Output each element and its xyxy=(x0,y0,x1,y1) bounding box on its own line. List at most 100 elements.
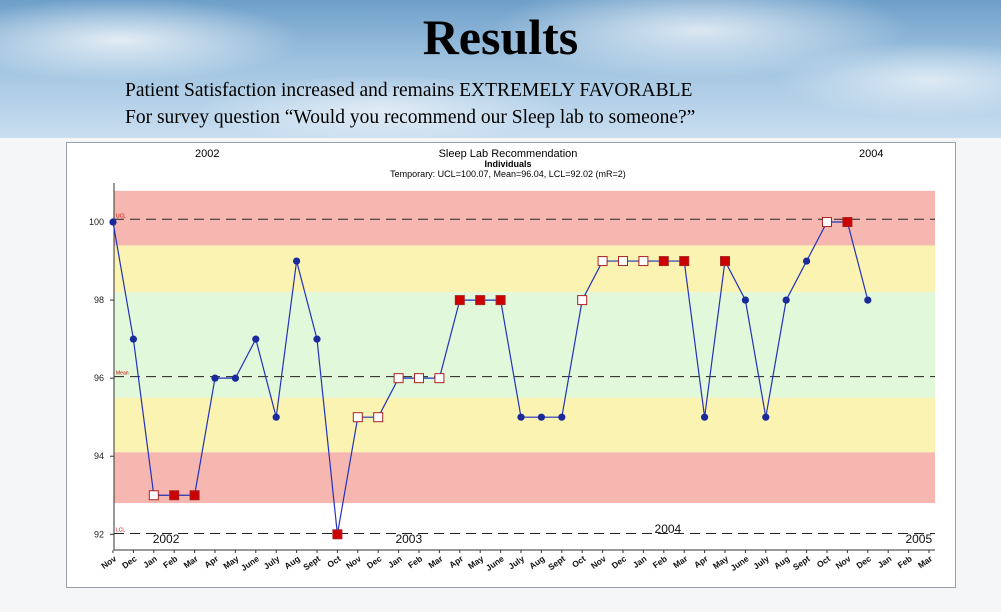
x-tick-label: Mar xyxy=(182,553,201,570)
zone-band xyxy=(114,397,935,453)
chart-note: Temporary: UCL=100.07, Mean=96.04, LCL=9… xyxy=(390,169,626,179)
data-point-open-square xyxy=(577,295,588,306)
y-tick-label: 96 xyxy=(94,373,104,383)
x-tick-label: June xyxy=(484,553,506,573)
year-label: 2005 xyxy=(905,532,932,546)
data-point xyxy=(211,374,219,382)
data-point-open-square xyxy=(638,256,649,267)
data-point-filled-square xyxy=(842,217,853,228)
x-tick-label: Mar xyxy=(671,553,690,570)
data-point xyxy=(701,413,709,421)
x-tick-label: Aug xyxy=(282,553,301,571)
zone-band xyxy=(114,452,935,504)
x-tick-label: Sept xyxy=(546,553,567,572)
x-tick-label: Apr xyxy=(447,553,465,570)
data-point-filled-square xyxy=(332,529,343,540)
slide-title: Results xyxy=(422,9,579,65)
data-point xyxy=(231,374,239,382)
data-point-open-square xyxy=(822,217,832,228)
x-tick-label: Oct xyxy=(570,553,587,569)
data-point-open-square xyxy=(352,412,363,423)
x-tick-label: Feb xyxy=(161,553,179,570)
x-tick-label: May xyxy=(466,553,486,571)
x-tick-label: Apr xyxy=(692,553,710,570)
x-tick-label: Dec xyxy=(854,553,873,570)
data-point xyxy=(293,257,301,265)
x-tick-label: May xyxy=(221,553,241,571)
lcl-label: LCL xyxy=(116,528,125,534)
sky-banner xyxy=(0,0,1001,138)
data-point-filled-square xyxy=(475,295,486,306)
chart-gridlines xyxy=(114,218,935,535)
x-tick-label: Nov xyxy=(99,553,118,571)
x-tick-label: Jan xyxy=(386,553,404,570)
x-tick-label: Nov xyxy=(589,553,608,571)
x-tick-label: Feb xyxy=(406,553,424,570)
x-tick-label: June xyxy=(729,553,751,573)
series-line xyxy=(112,221,869,535)
data-point-filled-square xyxy=(720,256,730,267)
year-label: 2002 xyxy=(153,532,180,546)
x-tick-label: Apr xyxy=(202,553,220,570)
data-point xyxy=(252,335,260,343)
data-point-filled-square xyxy=(495,295,506,306)
data-point-open-square xyxy=(393,373,404,384)
chart-title: Sleep Lab Recommendation xyxy=(439,148,578,160)
ucl-label: UCL xyxy=(116,213,126,219)
x-tick-label: Jan xyxy=(141,553,159,570)
zone-band xyxy=(114,190,935,246)
y-tick-label: 94 xyxy=(94,451,104,461)
x-tick-label: Oct xyxy=(815,553,832,569)
x-tick-label: June xyxy=(239,553,261,573)
data-point-filled-square xyxy=(189,490,200,501)
x-tick-label: Nov xyxy=(834,553,853,571)
chart-frame: 2002 Sleep Lab Recommendation 2004 Indiv… xyxy=(66,142,956,588)
x-tick-label: Feb xyxy=(651,553,669,570)
chart-axes xyxy=(110,183,935,553)
data-point xyxy=(313,335,321,343)
data-point-open-square xyxy=(597,256,608,267)
data-point-open-square xyxy=(434,373,445,384)
x-tick-label: July xyxy=(262,553,282,571)
data-point xyxy=(762,413,770,421)
data-point xyxy=(864,296,872,304)
data-point xyxy=(129,335,137,343)
data-point xyxy=(537,413,545,421)
x-tick-label: Feb xyxy=(896,553,914,570)
header-right: 2004 xyxy=(859,148,883,160)
x-tick-label: May xyxy=(711,553,731,571)
data-point-filled-square xyxy=(169,490,180,501)
control-chart: 2002 Sleep Lab Recommendation 2004 Indiv… xyxy=(89,148,935,573)
x-tick-label: July xyxy=(506,553,526,571)
x-tick-label: Jan xyxy=(876,553,894,570)
year-label: 2004 xyxy=(655,522,682,536)
slide-subtitle-line2: For survey question “Would you recommend… xyxy=(125,107,696,128)
data-point xyxy=(272,413,280,421)
data-point-filled-square xyxy=(658,256,669,267)
y-tick-label: 98 xyxy=(94,295,104,305)
x-tick-label: Dec xyxy=(365,553,384,570)
x-tick-label: Sept xyxy=(791,553,812,572)
x-tick-label: Aug xyxy=(527,553,546,571)
x-tick-label: July xyxy=(751,553,771,571)
data-point-open-square xyxy=(414,373,424,384)
x-tick-label: Dec xyxy=(610,553,629,570)
x-tick-label: Aug xyxy=(772,553,791,571)
header-left: 2002 xyxy=(195,148,219,160)
chart-series xyxy=(109,217,872,540)
mean-label: Mean xyxy=(116,371,129,377)
data-point xyxy=(517,413,525,421)
x-tick-label: Oct xyxy=(325,553,342,569)
x-tick-label: Nov xyxy=(344,553,363,571)
x-tick-label: Sept xyxy=(301,553,322,572)
slide-subtitle-line1: Patient Satisfaction increased and remai… xyxy=(125,80,693,101)
data-point xyxy=(558,413,566,421)
zone-band xyxy=(114,245,935,293)
chart-subtitle: Individuals xyxy=(484,159,531,169)
data-point-open-square xyxy=(373,412,384,423)
year-label: 2003 xyxy=(395,532,422,546)
x-tick-label: Mar xyxy=(916,553,935,570)
data-point xyxy=(803,257,811,265)
zone-band xyxy=(114,292,935,398)
data-point-filled-square xyxy=(679,256,690,267)
